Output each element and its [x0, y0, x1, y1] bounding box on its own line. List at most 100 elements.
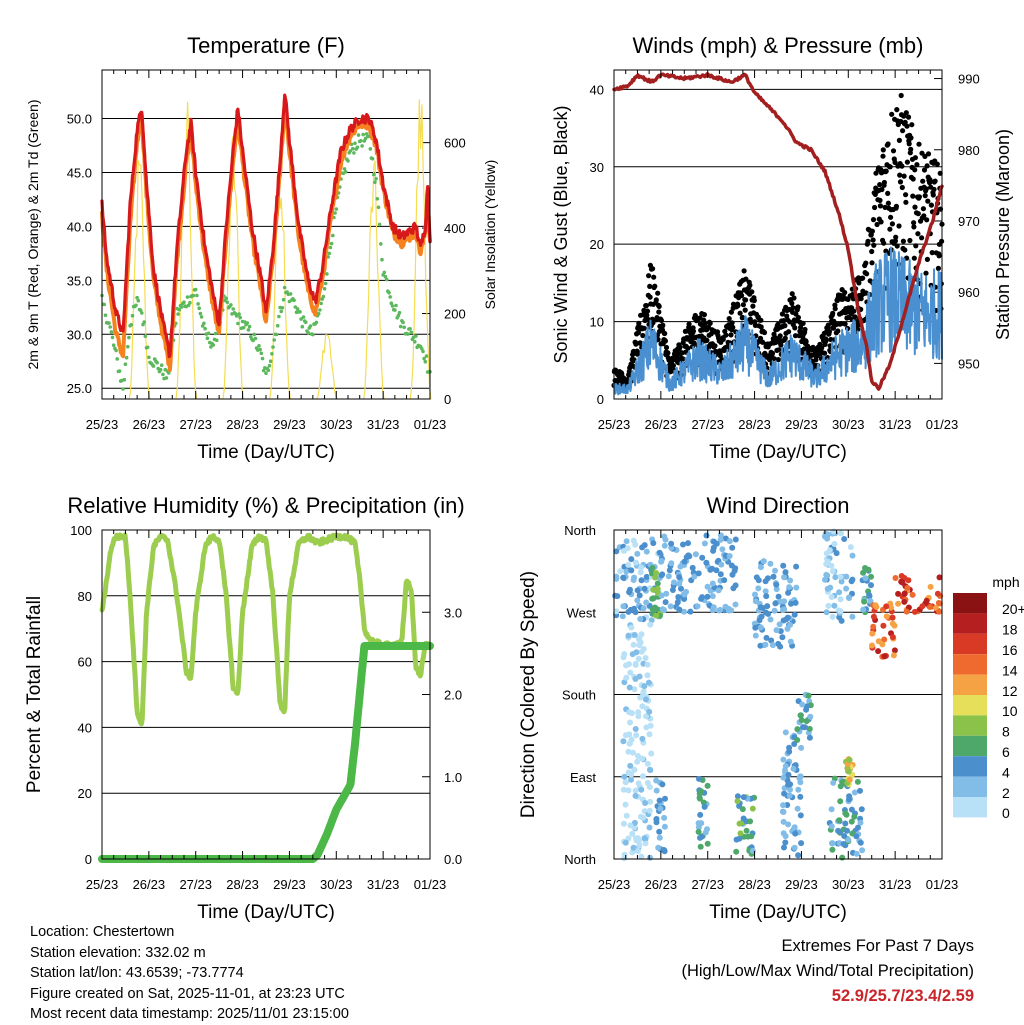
direction-point: [633, 649, 640, 656]
dewpoint-point: [167, 371, 171, 375]
gust-point: [777, 333, 783, 339]
dewpoint-point: [185, 295, 190, 299]
dewpoint-point: [387, 290, 391, 295]
direction-point: [866, 593, 873, 600]
direction-point: [848, 806, 855, 813]
direction-point: [762, 641, 769, 648]
direction-point: [776, 621, 783, 628]
station-pressure-line: [612, 72, 944, 391]
gust-point: [707, 320, 713, 326]
y-axis-label: Direction (Colored By Speed): [518, 571, 539, 818]
direction-point: [647, 854, 653, 861]
direction-point: [769, 642, 776, 649]
dewpoint-point: [182, 300, 186, 305]
dewpoint-point: [193, 287, 198, 292]
dewpoint-point: [209, 345, 213, 349]
dewpoint-point: [311, 332, 315, 337]
gust-point: [787, 319, 793, 325]
gust-point: [923, 270, 929, 276]
direction-point: [643, 724, 650, 731]
y2-tick-label: 2.0: [444, 688, 462, 703]
dewpoint-point: [379, 242, 383, 246]
dewpoint-point: [397, 310, 402, 315]
dewpoint-point: [191, 293, 196, 298]
gust-point: [656, 303, 662, 309]
legend-label: 10: [1002, 703, 1018, 719]
direction-point: [888, 604, 894, 611]
direction-point: [646, 731, 653, 738]
dewpoint-point: [126, 344, 130, 349]
direction-point: [698, 788, 705, 795]
direction-point: [823, 609, 830, 616]
direction-point: [695, 828, 702, 835]
x-tick-label: 25/23: [86, 877, 119, 892]
dewpoint-point: [103, 313, 108, 318]
direction-point: [787, 781, 794, 788]
direction-point: [699, 594, 706, 601]
dewpoint-point: [388, 295, 393, 299]
gust-point: [922, 193, 928, 199]
y2-tick-label: 0: [444, 392, 451, 407]
y-tick-label: 40.0: [67, 219, 92, 234]
direction-point: [650, 540, 657, 547]
direction-point: [792, 830, 799, 837]
direction-point: [627, 762, 634, 769]
direction-point: [641, 542, 648, 549]
direction-point: [787, 638, 794, 645]
dewpoint-point: [275, 323, 280, 328]
gust-point: [885, 200, 892, 206]
gust-point: [651, 274, 657, 280]
gust-point: [921, 213, 927, 219]
dewpoint-point: [301, 315, 306, 319]
direction-point: [798, 744, 805, 751]
station-latlon: Station lat/lon: 43.6539; -73.7774: [30, 965, 244, 982]
gust-point: [924, 256, 931, 262]
direction-point: [824, 558, 831, 565]
direction-point: [853, 850, 860, 857]
direction-point: [632, 792, 639, 799]
direction-point: [620, 574, 627, 581]
direction-point: [773, 627, 780, 634]
gust-point: [662, 338, 669, 344]
direction-point: [802, 724, 808, 731]
legend-title: mph: [992, 574, 1019, 590]
dewpoint-point: [405, 332, 410, 336]
direction-point: [842, 810, 849, 817]
x-tick-label: 31/23: [367, 877, 400, 892]
direction-point: [639, 755, 646, 762]
gust-point: [729, 320, 735, 326]
direction-point: [640, 814, 647, 821]
direction-point: [646, 708, 653, 715]
gust-point: [677, 344, 683, 350]
direction-point: [773, 581, 780, 588]
direction-point: [826, 547, 833, 554]
direction-point: [718, 561, 725, 568]
direction-point: [837, 608, 844, 615]
gust-point: [670, 363, 677, 369]
gust-point: [767, 357, 773, 363]
direction-point: [743, 827, 750, 834]
dewpoint-point: [122, 377, 127, 382]
legend-label: 4: [1002, 764, 1010, 780]
direction-point: [905, 577, 912, 584]
direction-point: [849, 613, 856, 620]
dewpoint-point: [259, 351, 264, 356]
direction-point: [837, 596, 844, 603]
direction-point: [713, 540, 720, 547]
direction-point: [637, 569, 644, 576]
x-tick-label: 25/23: [598, 877, 631, 892]
dewpoint-point: [115, 357, 119, 361]
gust-point: [893, 203, 900, 209]
dewpoint-point: [236, 321, 240, 326]
gust-point: [825, 355, 831, 361]
direction-point: [848, 818, 855, 825]
y-tick-label: North: [564, 523, 596, 538]
dewpoint-point: [380, 257, 384, 262]
dewpoint-point: [136, 298, 141, 303]
direction-point: [638, 786, 645, 793]
dewpoint-point: [203, 326, 207, 331]
direction-point: [656, 828, 663, 835]
direction-point: [634, 758, 641, 765]
direction-point: [777, 643, 784, 650]
direction-point: [699, 554, 706, 561]
